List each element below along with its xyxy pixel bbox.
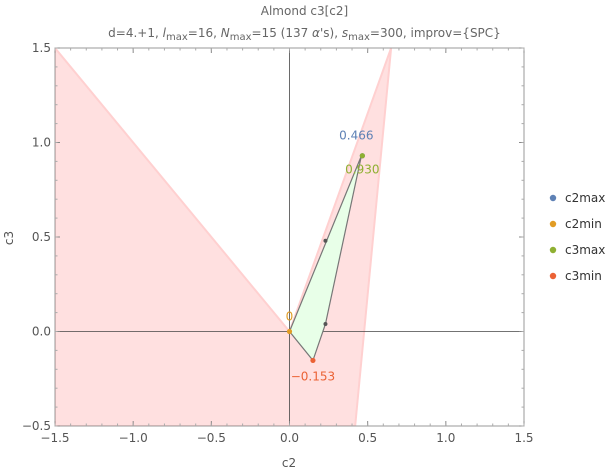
plot-content — [55, 48, 524, 426]
x-tick-label: 0.0 — [280, 431, 299, 445]
legend-marker-c3max — [549, 246, 557, 254]
point-label-c3max: 0.930 — [345, 163, 379, 177]
x-tick-label: −1.5 — [40, 431, 69, 445]
chart-title: Almond c3[c2] — [261, 4, 348, 18]
y-tick-label: 1.0 — [32, 136, 51, 150]
legend-label-c3min: c3min — [565, 269, 602, 283]
point-c3max — [359, 153, 365, 159]
x-tick-label: −1.0 — [119, 431, 148, 445]
legend: c2max c2min c3max c3min — [549, 191, 605, 283]
point-label-c3min: −0.153 — [291, 369, 335, 383]
chart-subtitle: d=4.+1, lmax=16, Nmax=15 (137 α's), smax… — [108, 26, 501, 43]
y-tick-label: 0.5 — [32, 230, 51, 244]
point-label-c2max: 0.466 — [339, 129, 373, 143]
point-c2min — [286, 328, 293, 335]
inner-point-1 — [323, 321, 328, 326]
legend-marker-c3min — [549, 272, 557, 280]
y-axis-label: c3 — [2, 231, 16, 245]
plot-area: 0.466 0 0.930 −0.153 −1.5 −1.0 −0.5 0.0 0.5 1.0 1.… — [22, 41, 534, 445]
legend-label-c3max: c3max — [565, 243, 605, 257]
inner-point-0 — [323, 238, 328, 243]
y-tick-label: −0.5 — [22, 419, 51, 433]
y-tick-label: 0.0 — [32, 325, 51, 339]
y-tick-label: 1.5 — [32, 41, 51, 55]
legend-label-c2max: c2max — [565, 191, 605, 205]
x-axis-label: c2 — [282, 456, 296, 470]
x-tick-label: 0.5 — [358, 431, 377, 445]
legend-label-c2min: c2min — [565, 217, 602, 231]
x-tick-label: −0.5 — [197, 431, 226, 445]
point-c3min — [310, 357, 316, 364]
x-tick-label: 1.5 — [514, 431, 533, 445]
legend-marker-c2min — [549, 220, 557, 228]
legend-marker-c2max — [549, 194, 557, 202]
point-label-c2min: 0 — [286, 310, 294, 324]
x-tick-label: 1.0 — [436, 431, 455, 445]
